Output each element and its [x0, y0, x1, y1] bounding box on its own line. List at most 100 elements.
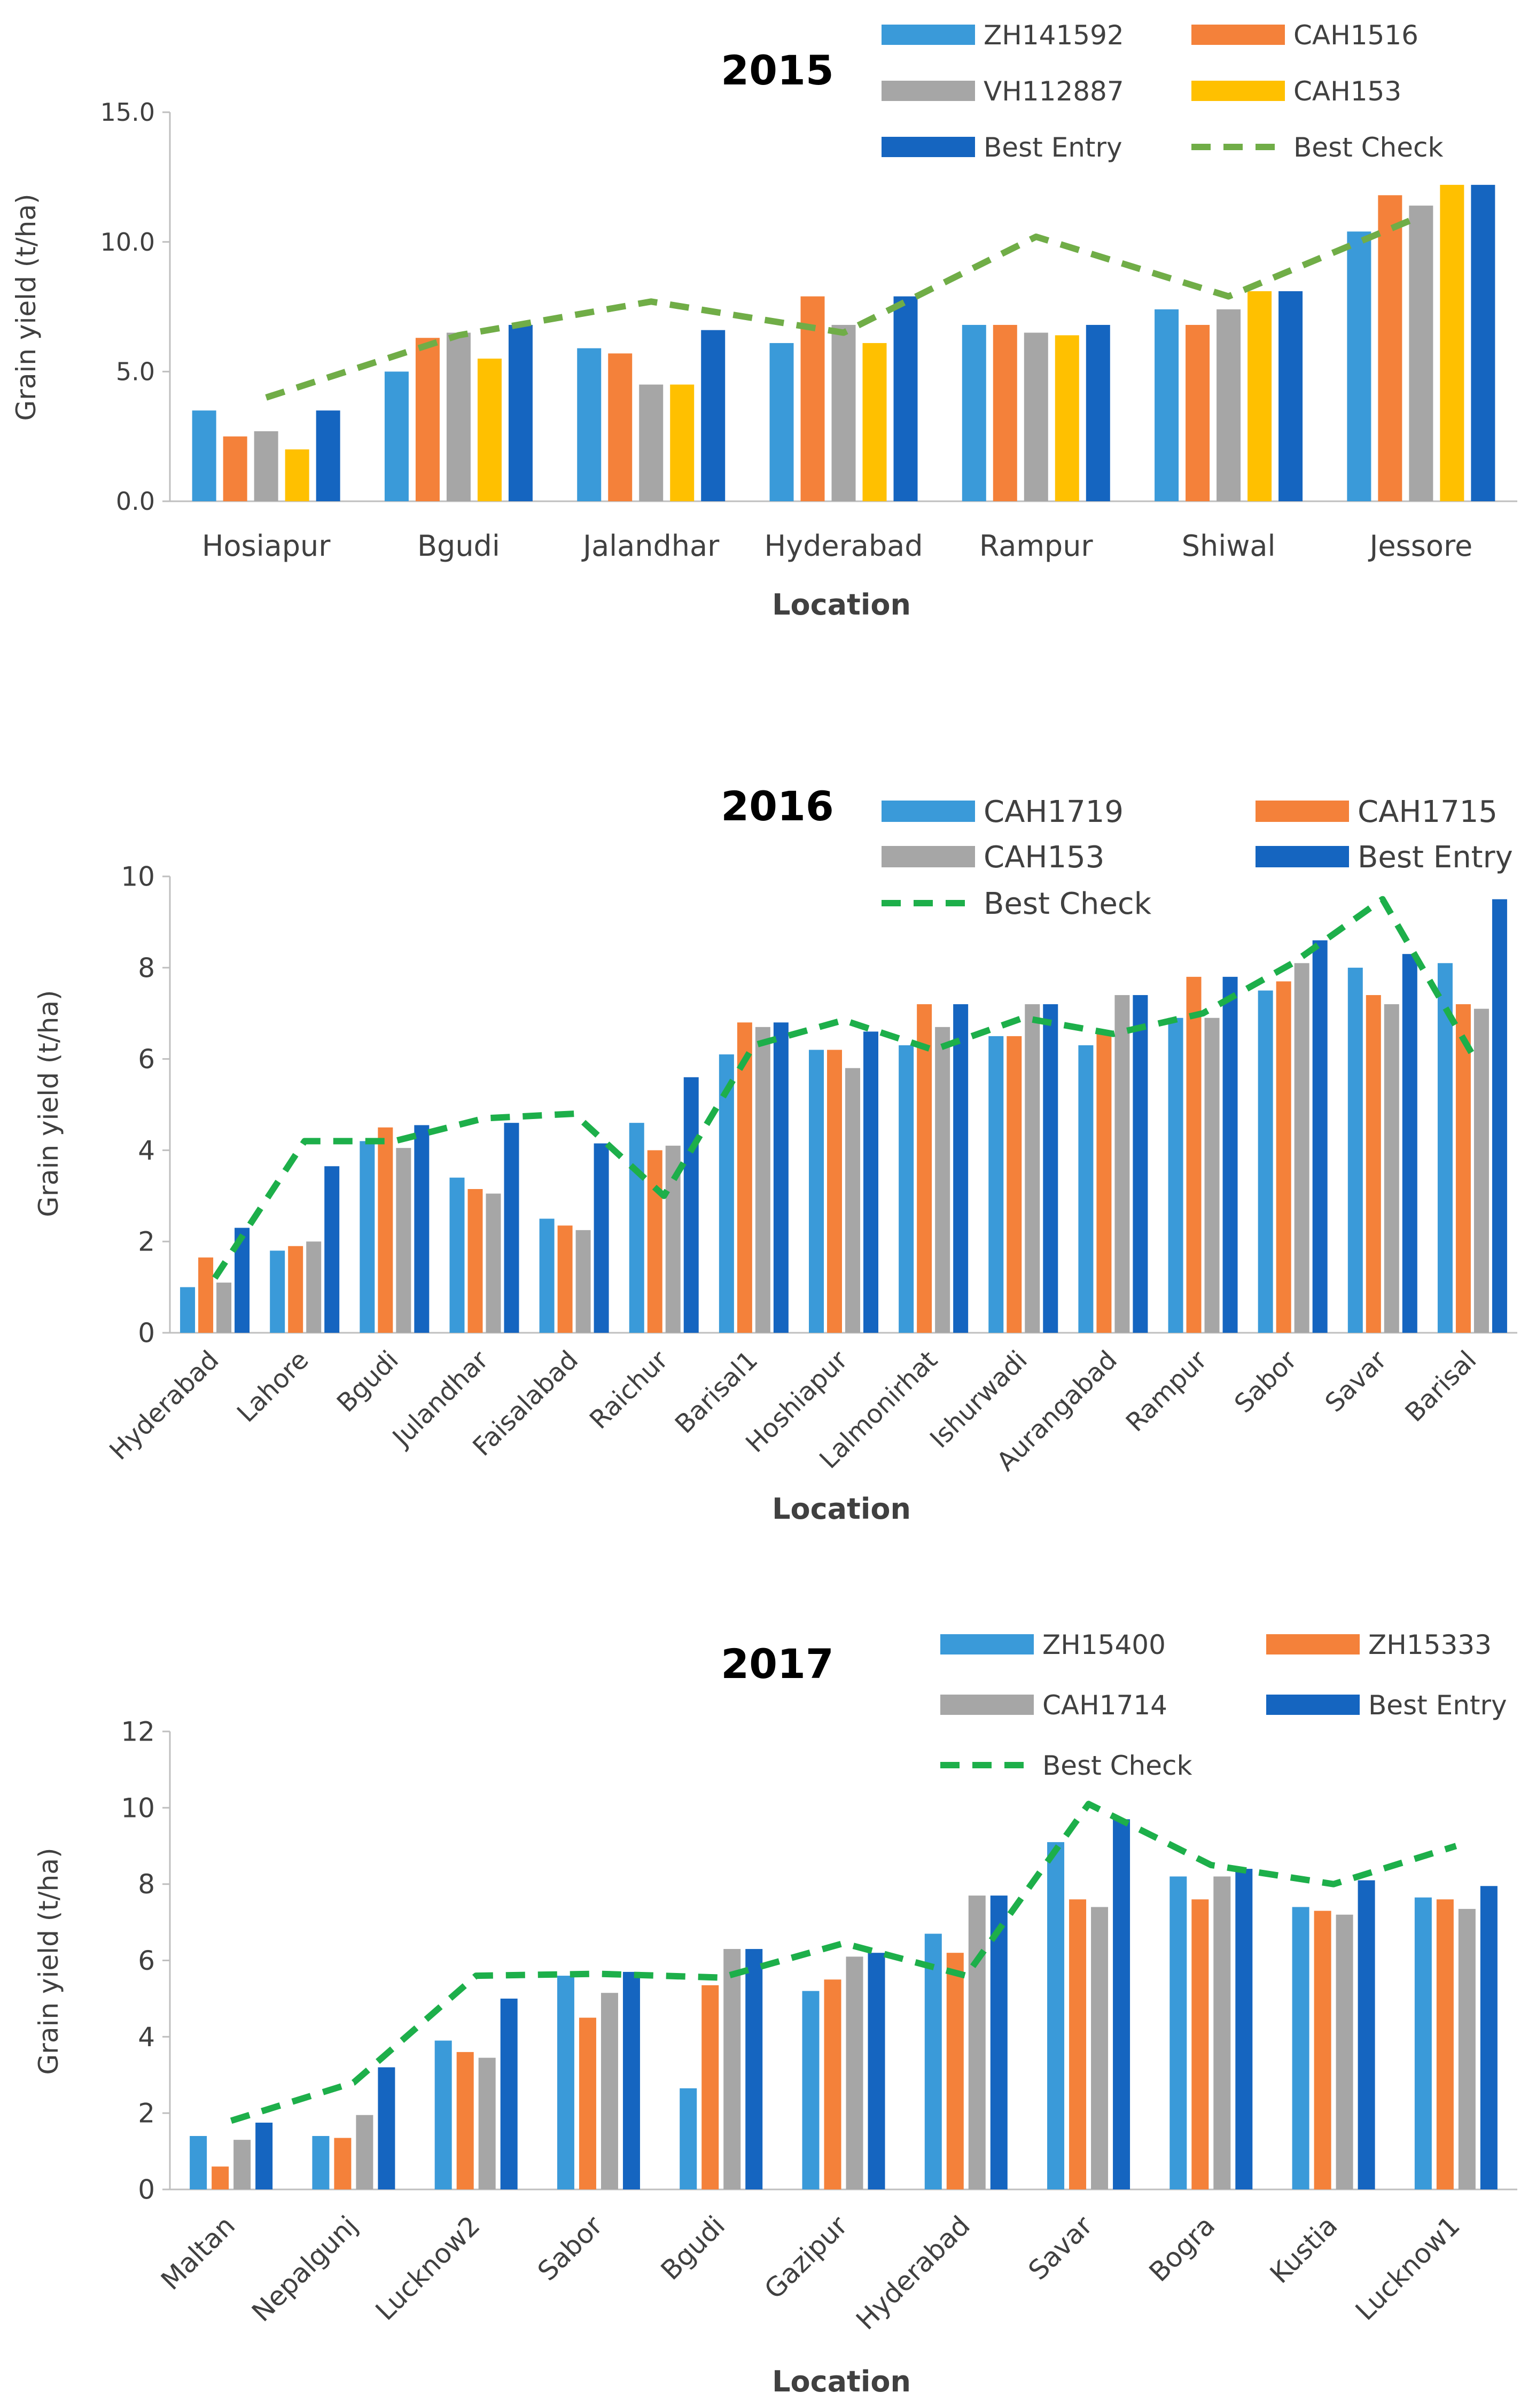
- chart-2016-y-tick-label: 0: [138, 1318, 155, 1349]
- chart-2017-bar-zh15400-bogra: [1169, 1876, 1187, 2189]
- chart-2016-bar-cah1719-faisalabad: [539, 1218, 555, 1333]
- chart-2015-legend-label-best-check: Best Check: [1293, 132, 1443, 163]
- chart-2017-line-best-check: [230, 1800, 1457, 2124]
- chart-2017-legend-swatch-zh15400: [940, 1634, 1034, 1654]
- chart-2017-bar-best-entry-hyderabad: [990, 1896, 1008, 2189]
- chart-2015-x-tick-label: Hosiapur: [202, 529, 331, 563]
- chart-2015-legend-swatch-vh112887: [882, 81, 975, 101]
- chart-2017-bar-cah1714-gazipur: [846, 1956, 863, 2189]
- chart-2017-bar-best-entry-lucknow1: [1480, 1886, 1498, 2189]
- chart-2017-x-axis-title: Location: [772, 2365, 911, 2398]
- chart-2017-bar-best-entry-nepalgunj: [378, 2067, 395, 2189]
- chart-2016-bar-cah1715-faisalabad: [557, 1225, 573, 1333]
- chart-2017-bar-best-entry-bogra: [1235, 1869, 1253, 2189]
- chart-2016-bar-cah1719-ishurwadi: [988, 1036, 1004, 1333]
- chart-2016-bar-best-entry-lalmonirhat: [953, 1004, 969, 1333]
- chart-2017-x-tick-label: Bogra: [1143, 2210, 1221, 2288]
- chart-2016-y-tick-label: 10: [121, 861, 155, 892]
- chart-2016-bar-best-entry-ishurwadi: [1043, 1004, 1058, 1333]
- chart-2015-bar-vh112887-shiwal: [1217, 309, 1241, 501]
- chart-2016-bar-cah153-lahore: [306, 1241, 322, 1333]
- chart-2016-bar-cah153-barisal: [1473, 1008, 1489, 1333]
- chart-2015-bar-vh112887-rampur: [1024, 332, 1048, 501]
- chart-2016-bar-cah1719-raichur: [629, 1123, 644, 1333]
- chart-2015-x-tick-label: Hyderabad: [765, 529, 923, 563]
- chart-2017-bar-zh15333-nepalgunj: [334, 2138, 352, 2189]
- chart-2015-x-tick-label: Jalandhar: [581, 529, 720, 563]
- chart-2016-bar-best-entry-bgudi: [414, 1125, 430, 1333]
- chart-2016-bar-cah1719-hyderabad: [180, 1287, 196, 1333]
- chart-2015-bar-zh141592-jessore: [1347, 231, 1371, 501]
- chart-2015-bar-zh141592-hyderabad: [769, 343, 794, 501]
- chart-2016-line-best-check: [212, 896, 1476, 1280]
- chart-2017-bar-zh15400-lucknow1: [1414, 1897, 1432, 2189]
- chart-2017-bar-zh15333-maltan: [212, 2166, 229, 2189]
- chart-2015-bar-best-entry-hyderabad: [893, 296, 918, 501]
- chart-2015-legend-label-cah153: CAH153: [1293, 76, 1401, 107]
- chart-2015-bar-cah153-hosiapur: [285, 449, 309, 501]
- chart-2016-legend-swatch-best-entry: [1256, 846, 1349, 867]
- chart-2016-legend-swatch-cah1719: [882, 801, 975, 822]
- chart-2016-bar-best-entry-faisalabad: [594, 1143, 609, 1333]
- chart-2015-bar-cah153-shiwal: [1247, 291, 1272, 501]
- chart-2015-line-best-check: [265, 213, 1423, 401]
- chart-2017-legend-swatch-cah1714: [940, 1695, 1034, 1715]
- chart-2017-y-tick-label: 2: [138, 2098, 155, 2129]
- chart-2016-bar-cah153-bgudi: [396, 1148, 411, 1333]
- chart-2017-bar-zh15400-sabor: [557, 1976, 574, 2189]
- chart-2017-bar-zh15400-nepalgunj: [312, 2136, 330, 2189]
- chart-2016-bar-cah1719-rampur: [1168, 1017, 1183, 1333]
- chart-2015-x-axis-title: Location: [772, 588, 911, 622]
- chart-2015-bar-zh141592-hosiapur: [192, 410, 216, 501]
- chart-2015-y-tick-label: 0.0: [116, 487, 155, 516]
- chart-2016-bar-cah1715-bgudi: [378, 1127, 393, 1333]
- chart-2016-bar-cah1719-savar: [1347, 967, 1363, 1333]
- chart-2017-x-tick-label: Bgudi: [655, 2210, 731, 2286]
- chart-2017-y-axis-title: Grain yield (t/ha): [33, 1848, 64, 2075]
- chart-2017-bar-zh15400-kustia: [1292, 1907, 1309, 2189]
- chart-2017-bar-cah1714-bgudi: [723, 1949, 741, 2189]
- chart-2015-x-tick-label: Bgudi: [417, 529, 500, 563]
- chart-2015-legend-label-vh112887: VH112887: [984, 76, 1124, 107]
- chart-2016-x-tick-label: Hyderabad: [104, 1345, 224, 1466]
- chart-2016-bar-best-entry-barisal1: [773, 1022, 789, 1333]
- chart-2016-bar-best-entry-hoshiapur: [863, 1031, 878, 1333]
- chart-2015-y-tick-label: 5.0: [116, 357, 155, 386]
- chart-2017-bar-cah1714-hyderabad: [968, 1896, 986, 2189]
- chart-2016-bar-cah1715-hyderabad: [198, 1257, 214, 1333]
- chart-2015-y-tick-label: 10.0: [100, 228, 155, 257]
- chart-2016-bar-cah153-barisal1: [755, 1027, 770, 1333]
- chart-2016-bar-cah1719-sabor: [1258, 990, 1273, 1333]
- chart-2016-y-tick-label: 6: [138, 1044, 155, 1075]
- chart-2016-bar-cah1715-raichur: [647, 1150, 662, 1333]
- chart-2015-title: 2015: [721, 46, 834, 94]
- chart-2017-bar-zh15333-kustia: [1314, 1910, 1331, 2189]
- chart-2016-bar-cah153-faisalabad: [575, 1230, 591, 1333]
- chart-2017-bar-zh15333-sabor: [579, 2017, 596, 2189]
- chart-2017-x-tick-label: Lucknow1: [1350, 2210, 1466, 2326]
- chart-2017-x-tick-label: Kustia: [1264, 2210, 1344, 2289]
- chart-2016-bar-best-entry-julandhar: [504, 1123, 519, 1333]
- chart-2017-x-tick-label: Gazipur: [759, 2210, 854, 2305]
- chart-2016-x-tick-label: Barisal: [1399, 1345, 1482, 1428]
- chart-2016-x-tick-label: Sabor: [1229, 1345, 1303, 1419]
- chart-2015-bar-cah1516-jalandhar: [608, 353, 633, 501]
- chart-2016-legend-label-cah153: CAH153: [984, 840, 1104, 875]
- chart-2017-y-tick-label: 8: [138, 1869, 155, 1900]
- chart-2015-legend-swatch-best-entry: [882, 137, 975, 157]
- chart-2017-y-tick-label: 0: [138, 2174, 155, 2205]
- chart-2016-bar-cah1715-rampur: [1186, 976, 1202, 1333]
- chart-2015-x-tick-label: Rampur: [979, 529, 1094, 563]
- chart-2017: 2017 0 2 4 6 8 10 12 Maltan Nepalgunj Lucknow2 Sabo…: [33, 1629, 1517, 2398]
- chart-2017-bar-cah1714-lucknow1: [1458, 1909, 1476, 2189]
- chart-2016-bar-cah1715-julandhar: [467, 1189, 483, 1333]
- chart-2015-bar-zh141592-rampur: [962, 324, 986, 501]
- chart-2017-bar-zh15333-bgudi: [701, 1985, 719, 2189]
- chart-2017-y-tick-label: 4: [138, 2022, 155, 2053]
- chart-2015-bar-cah153-bgudi: [477, 359, 502, 501]
- chart-2015: 2015 0.0 5.0 10.0 15.0 Hosiapur Bgudi Jalandhar…: [11, 20, 1517, 622]
- chart-2017-legend-label-best-check: Best Check: [1042, 1750, 1192, 1781]
- chart-2016-bar-cah1719-aurangabad: [1078, 1045, 1094, 1333]
- chart-2015-legend-swatch-cah1516: [1191, 25, 1285, 45]
